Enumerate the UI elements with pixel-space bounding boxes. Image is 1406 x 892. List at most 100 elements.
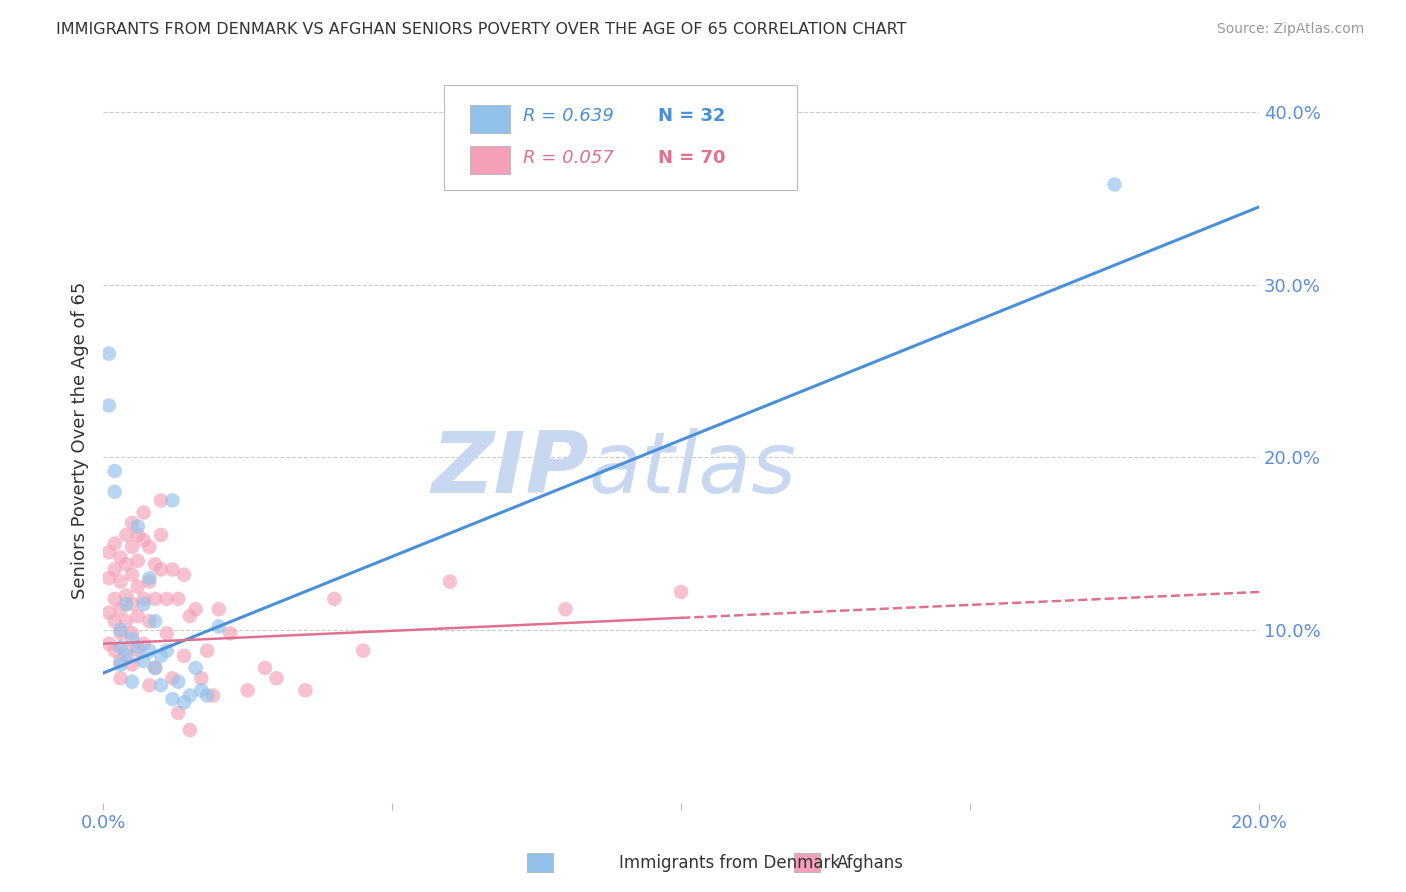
- Text: N = 32: N = 32: [658, 107, 725, 126]
- Point: [167, 706, 190, 720]
- Point: [104, 562, 127, 576]
- Point: [156, 643, 179, 657]
- Point: [138, 571, 160, 585]
- Point: [127, 554, 149, 568]
- Point: [127, 519, 149, 533]
- Point: [149, 562, 172, 576]
- Point: [132, 597, 155, 611]
- Point: [149, 528, 172, 542]
- Point: [236, 683, 259, 698]
- Point: [132, 637, 155, 651]
- Point: [121, 657, 143, 672]
- Point: [115, 558, 138, 572]
- Point: [669, 585, 692, 599]
- Point: [104, 484, 127, 499]
- Point: [115, 643, 138, 657]
- Point: [149, 493, 172, 508]
- Point: [179, 609, 201, 624]
- Point: [156, 626, 179, 640]
- Point: [110, 654, 132, 668]
- Point: [97, 545, 120, 559]
- Point: [554, 602, 576, 616]
- Point: [104, 615, 127, 629]
- Point: [167, 591, 190, 606]
- Point: [143, 661, 166, 675]
- Point: [173, 567, 195, 582]
- Point: [439, 574, 461, 589]
- Point: [110, 657, 132, 672]
- Point: [173, 648, 195, 663]
- Point: [138, 615, 160, 629]
- Point: [127, 643, 149, 657]
- Point: [138, 678, 160, 692]
- Point: [253, 661, 276, 675]
- Point: [195, 689, 218, 703]
- Text: IMMIGRANTS FROM DENMARK VS AFGHAN SENIORS POVERTY OVER THE AGE OF 65 CORRELATION: IMMIGRANTS FROM DENMARK VS AFGHAN SENIOR…: [56, 22, 907, 37]
- Bar: [794, 853, 820, 872]
- Point: [352, 643, 374, 657]
- Point: [127, 580, 149, 594]
- Point: [132, 591, 155, 606]
- Point: [104, 536, 127, 550]
- Y-axis label: Seniors Poverty Over the Age of 65: Seniors Poverty Over the Age of 65: [72, 281, 89, 599]
- Point: [110, 550, 132, 565]
- Text: R = 0.057: R = 0.057: [523, 149, 613, 167]
- Point: [138, 643, 160, 657]
- Point: [138, 574, 160, 589]
- Point: [127, 528, 149, 542]
- Point: [127, 640, 149, 655]
- Point: [110, 671, 132, 685]
- Point: [156, 591, 179, 606]
- Bar: [527, 853, 553, 872]
- Point: [110, 574, 132, 589]
- Point: [208, 619, 231, 633]
- Point: [115, 528, 138, 542]
- Point: [97, 347, 120, 361]
- Point: [110, 602, 132, 616]
- FancyBboxPatch shape: [470, 146, 510, 174]
- Text: R = 0.639: R = 0.639: [523, 107, 613, 126]
- Point: [97, 637, 120, 651]
- Point: [97, 571, 120, 585]
- Point: [132, 533, 155, 548]
- Point: [143, 558, 166, 572]
- Point: [121, 597, 143, 611]
- Text: N = 70: N = 70: [658, 149, 725, 167]
- Point: [143, 615, 166, 629]
- Point: [115, 588, 138, 602]
- Point: [104, 643, 127, 657]
- Point: [138, 540, 160, 554]
- Point: [104, 591, 127, 606]
- Point: [201, 689, 224, 703]
- Point: [132, 506, 155, 520]
- Point: [132, 654, 155, 668]
- Point: [97, 606, 120, 620]
- Point: [184, 602, 207, 616]
- Point: [97, 399, 120, 413]
- Point: [110, 623, 132, 637]
- Point: [149, 648, 172, 663]
- Point: [323, 591, 346, 606]
- Text: atlas: atlas: [589, 427, 797, 510]
- FancyBboxPatch shape: [470, 105, 510, 133]
- Point: [195, 643, 218, 657]
- Point: [115, 597, 138, 611]
- Point: [162, 692, 184, 706]
- Point: [190, 671, 212, 685]
- Point: [121, 674, 143, 689]
- Point: [115, 615, 138, 629]
- Point: [110, 640, 132, 655]
- Point: [294, 683, 316, 698]
- Point: [190, 683, 212, 698]
- Text: Immigrants from Denmark: Immigrants from Denmark: [619, 855, 839, 872]
- Point: [179, 689, 201, 703]
- Point: [115, 648, 138, 663]
- Point: [1104, 178, 1126, 192]
- Point: [143, 591, 166, 606]
- Point: [162, 671, 184, 685]
- Point: [110, 626, 132, 640]
- Point: [121, 540, 143, 554]
- Text: Source: ZipAtlas.com: Source: ZipAtlas.com: [1216, 22, 1364, 37]
- Point: [121, 632, 143, 646]
- Point: [127, 609, 149, 624]
